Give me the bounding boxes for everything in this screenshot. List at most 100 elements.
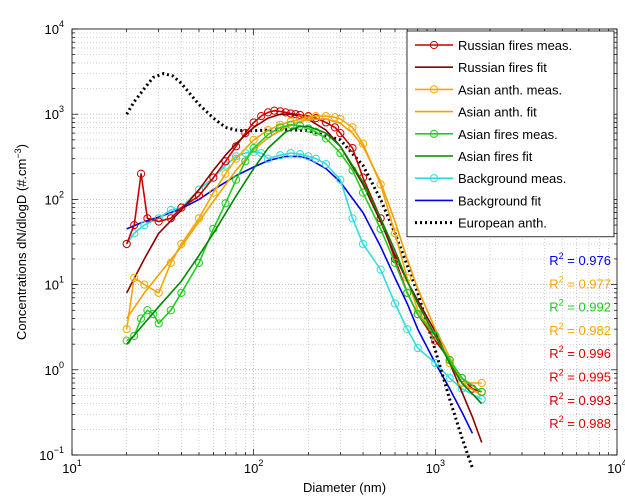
r2-label: R2 = 0.988 <box>549 414 611 431</box>
data-point <box>209 173 218 182</box>
series-line <box>126 155 474 434</box>
legend-marker <box>429 174 439 183</box>
data-point <box>263 130 273 139</box>
data-point <box>166 306 175 315</box>
data-point <box>276 120 285 129</box>
y-tick-label: 104 <box>45 19 64 37</box>
y-tick-label: 101 <box>45 275 64 293</box>
data-point <box>286 148 295 158</box>
r2-label: R2 = 0.992 <box>549 298 611 315</box>
y-tick-label: 10−1 <box>39 445 64 463</box>
legend-item: European anth. <box>415 216 547 231</box>
axis-ticks: 101 102 103 104 10−1 100 101 102 103 104 <box>39 19 625 476</box>
grid-lines <box>72 29 617 455</box>
data-point <box>304 152 313 161</box>
data-point <box>358 239 368 249</box>
data-point <box>177 203 186 212</box>
data-point <box>330 123 340 132</box>
legend-label: Asian fires meas. <box>458 127 558 142</box>
data-point <box>270 106 279 115</box>
legend-label: Russian fires fit <box>458 60 547 75</box>
data-point <box>321 134 331 143</box>
legend-label: Background meas. <box>458 171 566 186</box>
data-point <box>154 288 163 297</box>
data-point <box>295 115 305 124</box>
x-tick-label: 103 <box>426 458 445 476</box>
r2-label: R2 = 0.995 <box>549 368 611 385</box>
x-tick-label: 104 <box>607 458 625 476</box>
data-point <box>311 127 320 136</box>
legend-label: Asian anth. fit <box>458 105 537 120</box>
data-point <box>276 151 285 160</box>
data-point <box>130 331 139 340</box>
data-point <box>194 191 204 200</box>
data-point <box>445 373 454 383</box>
y-tick-label: 103 <box>45 104 64 122</box>
legend-marker <box>429 40 439 50</box>
data-point <box>143 306 152 315</box>
data-point <box>403 325 412 334</box>
data-point <box>431 331 440 340</box>
data-point <box>348 144 357 153</box>
legend-marker <box>429 129 439 138</box>
data-point <box>348 214 357 223</box>
r2-label: R2 = 0.977 <box>549 274 611 291</box>
data-point <box>263 154 273 163</box>
series-line <box>126 125 483 405</box>
data-point <box>154 217 163 226</box>
legend: Russian fires meas. Russian fires fit Asia… <box>406 30 615 238</box>
data-point <box>358 188 368 197</box>
data-point <box>209 188 218 197</box>
data-point <box>249 135 258 144</box>
data-point <box>311 154 320 163</box>
series-asian-fires-fit <box>126 125 483 405</box>
data-point <box>136 169 146 178</box>
data-point <box>130 220 139 230</box>
data-point <box>413 343 422 353</box>
legend-label: Russian fires meas. <box>458 38 572 53</box>
data-point <box>376 224 385 234</box>
data-point <box>166 205 175 215</box>
series-layer <box>122 72 486 469</box>
data-point <box>257 111 266 121</box>
data-point <box>348 123 357 132</box>
data-point <box>276 123 285 132</box>
legend-item: Asian anth. fit <box>415 105 537 120</box>
legend-item: Russian fires fit <box>415 60 547 75</box>
r2-label: R2 = 0.993 <box>549 391 611 408</box>
data-point <box>263 108 273 117</box>
data-point <box>140 220 149 230</box>
data-point <box>390 258 400 267</box>
data-point <box>390 299 400 308</box>
data-point <box>249 144 258 153</box>
r2-label: R2 = 0.996 <box>549 344 611 361</box>
x-tick-label: 102 <box>244 458 263 476</box>
data-point <box>295 150 305 159</box>
data-point <box>431 358 440 368</box>
r2-label: R2 = 0.976 <box>549 251 611 268</box>
data-point <box>143 214 152 223</box>
x-tick-label: 101 <box>62 458 81 476</box>
y-tick-label: 102 <box>45 189 64 207</box>
data-point <box>149 310 158 319</box>
data-point <box>194 258 204 267</box>
data-point <box>336 129 345 138</box>
data-point <box>403 288 412 297</box>
r2-label: R2 = 0.982 <box>549 321 611 338</box>
data-point <box>136 314 146 323</box>
data-point <box>221 199 230 208</box>
data-point <box>154 319 163 328</box>
data-point <box>321 159 331 169</box>
legend-item: Russian fires meas. <box>415 38 572 53</box>
legend-label: Asian fires fit <box>458 149 533 164</box>
legend-label: European anth. <box>458 216 547 231</box>
data-point <box>376 265 385 274</box>
data-point <box>241 157 250 166</box>
data-point <box>286 120 295 129</box>
legend-item: Asian fires fit <box>415 149 533 164</box>
data-point <box>221 157 230 166</box>
data-point <box>249 118 258 127</box>
data-point <box>221 169 230 178</box>
data-point <box>130 273 139 282</box>
